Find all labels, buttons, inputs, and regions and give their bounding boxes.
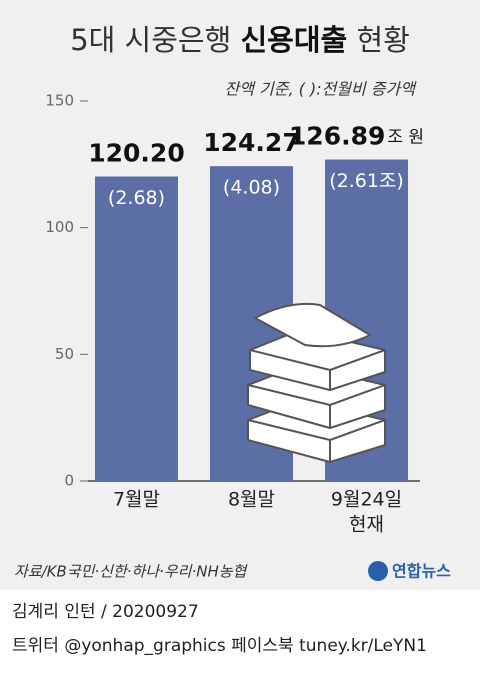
value-text: 124.27: [203, 128, 299, 157]
change-label: (2.68): [108, 187, 165, 209]
x-tick-label: 8월말: [228, 489, 275, 511]
change-label: (2.61조): [329, 170, 404, 192]
change-label: (4.08): [223, 177, 280, 199]
credit: 김계리 인턴 / 20200927: [12, 602, 199, 622]
y-tick-label: 0: [64, 472, 74, 490]
x-tick-label: 현재: [349, 514, 384, 536]
value-text: 126.89: [289, 122, 385, 151]
money-icon: [247, 302, 386, 463]
value-label: 124.27: [203, 128, 299, 157]
logo-icon: [368, 561, 388, 581]
bar: [95, 176, 178, 481]
title-part: 5대 시중은행: [70, 23, 231, 57]
x-tick-label: 9월24일: [331, 489, 402, 511]
social: 트위터 @yonhap_graphics 페이스북 tuney.kr/LeYN1: [12, 636, 427, 656]
logo: 연합뉴스: [392, 562, 451, 581]
title-part: 신용대출: [240, 23, 347, 57]
x-tick-label: 7월말: [113, 489, 160, 511]
value-label: 126.89 조 원: [289, 122, 424, 151]
value-text: 120.20: [88, 138, 184, 167]
subtitle: 잔액 기준, ( ):전월비 증가액: [224, 80, 417, 99]
value-label: 120.20: [88, 138, 184, 167]
chart-title: 5대 시중은행 신용대출 현황: [70, 23, 410, 57]
title-part: 현황: [356, 23, 409, 57]
y-tick-label: 50: [55, 345, 74, 363]
y-tick-label: 100: [45, 218, 74, 236]
source: 자료/KB국민·신한·하나·우리·NH농협: [14, 563, 249, 581]
y-tick-label: 150: [45, 92, 74, 110]
unit: 조 원: [387, 128, 424, 148]
